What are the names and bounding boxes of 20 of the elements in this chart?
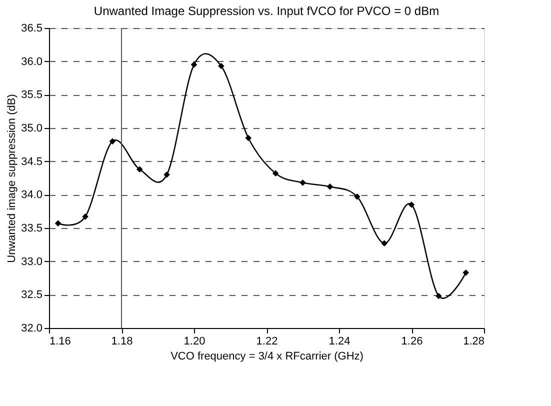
x-tick-label: 1.26 xyxy=(401,336,423,348)
y-tick-label: 36.5 xyxy=(21,22,42,34)
y-tick-label: 35.5 xyxy=(21,89,42,102)
x-tick-label: 1.24 xyxy=(328,336,350,348)
x-tick-label: 1.20 xyxy=(184,336,206,348)
x-tick-label: 1.18 xyxy=(111,336,133,348)
y-tick-label: 35.0 xyxy=(21,122,42,134)
y-axis-title: Unwanted image suppression (dB) xyxy=(6,94,18,263)
y-tick-label: 32.0 xyxy=(21,322,42,334)
chart-title: Unwanted Image Suppression vs. Input fVCO for PVCO = 0 dBm xyxy=(94,4,440,18)
y-tick-label: 36.0 xyxy=(21,56,42,68)
y-tick-label: 33.0 xyxy=(21,256,42,268)
y-tick-label: 32.5 xyxy=(21,289,42,302)
y-tick-label: 34.0 xyxy=(21,189,42,202)
x-axis-title: VCO frequency = 3/4 x RFcarrier (GHz) xyxy=(170,350,364,362)
y-tick-label: 34.5 xyxy=(21,156,42,168)
x-tick-label: 1.28 xyxy=(463,336,484,348)
x-tick-label: 1.16 xyxy=(50,336,71,348)
y-tick-label: 33.5 xyxy=(21,222,42,234)
x-tick-label: 1.22 xyxy=(256,336,278,348)
